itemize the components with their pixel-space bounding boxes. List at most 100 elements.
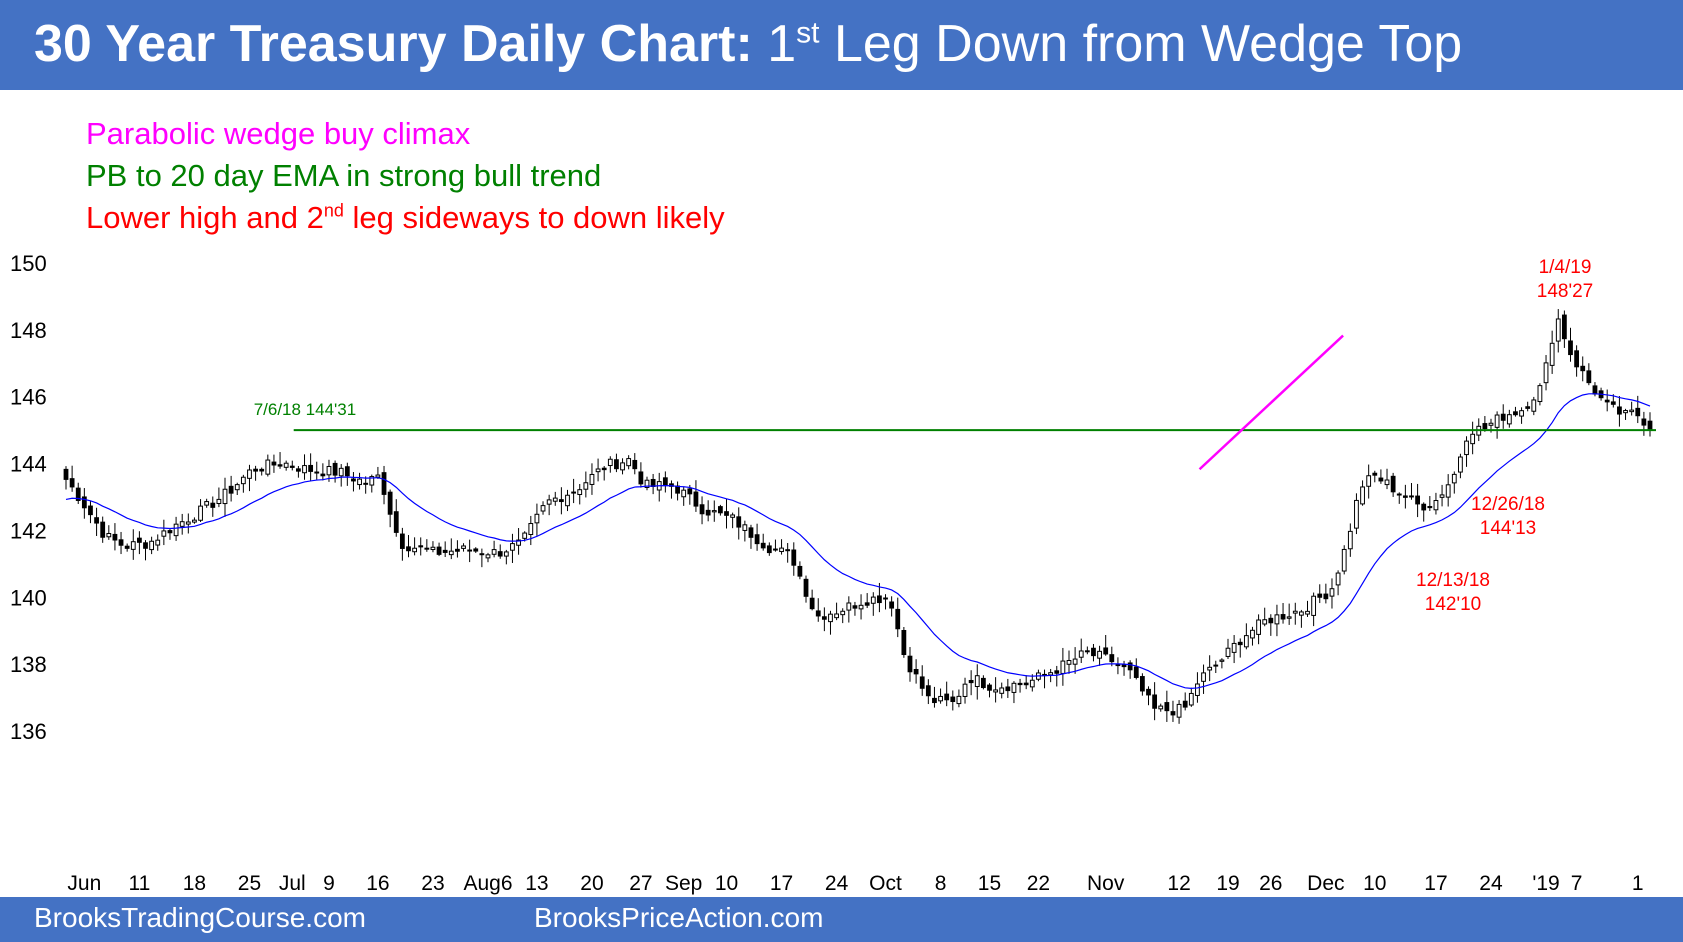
candle (1146, 686, 1151, 706)
note-lower-high-sup: nd (323, 200, 344, 221)
candle (259, 467, 265, 476)
candle-body (546, 499, 552, 505)
candle-body (1433, 500, 1439, 511)
candle-body (1537, 385, 1543, 403)
candle-body (858, 604, 864, 610)
footer-left-link[interactable]: BrooksTradingCourse.com (34, 902, 366, 933)
candle (1451, 471, 1457, 494)
candle (1519, 407, 1524, 424)
candle (161, 519, 167, 546)
candle (889, 596, 895, 617)
candle-body (1219, 659, 1225, 662)
candle (583, 471, 589, 498)
candle (448, 538, 454, 560)
y-tick-label: 136 (10, 719, 47, 744)
x-tick-label: 22 (1027, 872, 1050, 895)
candle-body (1017, 682, 1023, 686)
candle-body (705, 509, 711, 516)
candle (1225, 638, 1231, 660)
candle-body (357, 478, 362, 486)
candle (870, 592, 876, 616)
candle-body (1561, 314, 1567, 340)
candle (925, 679, 931, 705)
candle-body (381, 472, 387, 495)
candle (919, 665, 925, 696)
candle (234, 482, 240, 495)
candle (1280, 603, 1286, 624)
support-label: 7/6/18 144'31 (254, 400, 357, 419)
annotation-price: 142'10 (1425, 594, 1481, 615)
candle (1170, 700, 1176, 722)
candle-body (1574, 350, 1580, 368)
candle (338, 464, 344, 487)
candle (412, 537, 417, 556)
candle-body (1402, 495, 1408, 498)
candle-body (338, 467, 344, 477)
candle (1549, 330, 1555, 374)
candle-body (424, 547, 430, 550)
candle (1152, 682, 1158, 721)
y-tick-label: 150 (10, 251, 47, 276)
candle-body (773, 548, 778, 551)
candle (1433, 492, 1439, 515)
candle-body (485, 554, 491, 559)
candle-body (1195, 683, 1200, 696)
candle-body (271, 461, 277, 466)
candle (289, 460, 295, 471)
candle-body (363, 482, 369, 485)
candle (369, 474, 375, 493)
candle (1274, 604, 1280, 637)
candle (510, 533, 515, 563)
candle (993, 677, 999, 703)
candle-body (1641, 418, 1647, 426)
candle-body (1213, 664, 1219, 667)
candle (1335, 570, 1341, 596)
candle-body (815, 610, 821, 617)
note-pb-ema-text: PB to 20 day EMA in strong bull trend (86, 158, 602, 193)
annotation-date: 12/13/18 (1416, 570, 1490, 591)
candle-body (1250, 629, 1255, 639)
candle (669, 480, 674, 499)
candle (1243, 623, 1249, 650)
candle-body (1225, 647, 1231, 657)
candle-body (675, 485, 680, 494)
x-tick-label: 25 (238, 872, 261, 895)
candle-body (1580, 365, 1586, 372)
candle-body (1243, 635, 1249, 648)
candle-body (1072, 658, 1078, 665)
candle-body (1513, 411, 1518, 416)
candle (601, 466, 607, 481)
x-tick-label: '19 (1532, 872, 1559, 895)
candle (1604, 389, 1610, 412)
candle-body (1286, 616, 1292, 619)
candle (1531, 396, 1537, 416)
candle (1439, 484, 1445, 507)
x-tick-label: 18 (183, 872, 206, 895)
candle (932, 686, 937, 708)
candle-body (632, 459, 638, 470)
candle-body (418, 545, 424, 548)
candle (1458, 453, 1463, 479)
candle (607, 456, 613, 473)
footer-right-link[interactable]: BrooksPriceAction.com (534, 902, 824, 933)
candle-body (1421, 503, 1427, 511)
candle (687, 484, 693, 505)
candle-body (932, 697, 937, 704)
candle-body (1372, 472, 1378, 476)
candle (253, 465, 258, 481)
candle (1378, 469, 1384, 484)
candle (1072, 647, 1078, 674)
candle-body (1274, 614, 1280, 625)
candle-body (503, 551, 509, 557)
candle-body (1084, 650, 1090, 653)
candle-body (1439, 494, 1445, 498)
candle-body (436, 546, 442, 555)
candle (240, 474, 246, 493)
candle (173, 516, 179, 541)
x-tick-label: Oct (869, 872, 902, 895)
candle-body (1280, 614, 1286, 620)
candle (883, 594, 888, 610)
candle-body (1146, 688, 1151, 696)
candle-body (1366, 475, 1372, 487)
candle-body (369, 476, 375, 486)
